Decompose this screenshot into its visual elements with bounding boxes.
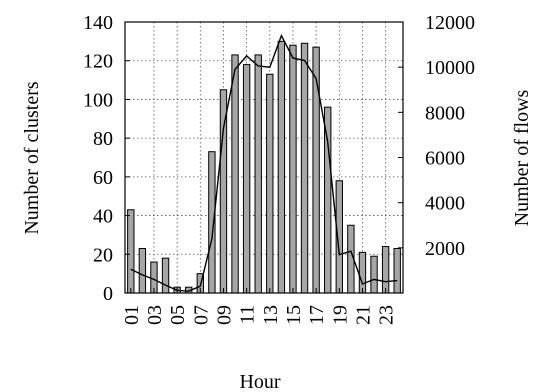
y-left-tick-label: 100 <box>83 89 113 111</box>
bar-02 <box>138 247 147 294</box>
y-axis-right-label: Number of flows <box>511 89 533 226</box>
x-tick-label: 07 <box>190 305 212 325</box>
y-left-tick-label: 80 <box>93 128 113 150</box>
bar-21 <box>358 251 367 294</box>
bar-24 <box>393 247 401 294</box>
x-tick-label: 17 <box>306 305 328 325</box>
x-axis-label: Hour <box>239 371 280 392</box>
bar-18 <box>324 106 332 294</box>
y-left-tick-label: 40 <box>93 206 113 228</box>
y-left-tick-label: 120 <box>83 51 113 73</box>
y-left-tick-label: 0 <box>103 283 113 305</box>
y-right-tick-label: 8000 <box>425 102 465 124</box>
y-right-tick-label: 6000 <box>425 148 465 170</box>
bar-12 <box>254 54 262 294</box>
bar-14 <box>277 40 286 294</box>
flows-line <box>130 33 398 292</box>
x-tick-label: 09 <box>213 305 235 325</box>
bar-23 <box>381 246 390 294</box>
bar-11 <box>242 64 251 294</box>
x-tick-label: 23 <box>376 305 398 325</box>
bar-04 <box>161 257 170 294</box>
bars-layer <box>127 40 401 294</box>
y-left-tick-label: 20 <box>93 244 113 266</box>
bar-01 <box>127 209 135 294</box>
y-axis-left-label: Number of clusters <box>21 81 43 235</box>
x-tick-label: 03 <box>144 305 166 325</box>
y-right-tick-label: 2000 <box>425 238 465 260</box>
y-right-tick-label: 4000 <box>425 193 465 215</box>
x-tick-label: 05 <box>167 305 189 325</box>
bar-10 <box>231 54 239 294</box>
ticks-layer: 0 20 40 60 80 100 120 140 2000 4000 6000 8000 10000 1… <box>83 12 475 325</box>
x-tick-label: 11 <box>237 305 259 324</box>
bar-15 <box>289 44 297 294</box>
bar-17 <box>312 46 320 294</box>
x-tick-label: 19 <box>329 305 351 325</box>
bar-22 <box>370 255 378 294</box>
y-right-tick-label: 10000 <box>425 57 475 79</box>
x-tick-label: 13 <box>260 305 282 325</box>
bar-13 <box>266 73 274 294</box>
x-tick-label: 15 <box>283 305 305 325</box>
y-left-tick-label: 140 <box>83 12 113 34</box>
line-layer <box>130 33 398 292</box>
x-tick-label: 01 <box>121 305 143 325</box>
bar-16 <box>300 42 309 294</box>
y-left-tick-label: 60 <box>93 167 113 189</box>
y-right-tick-label: 12000 <box>425 12 475 34</box>
x-tick-label: 21 <box>352 305 374 325</box>
